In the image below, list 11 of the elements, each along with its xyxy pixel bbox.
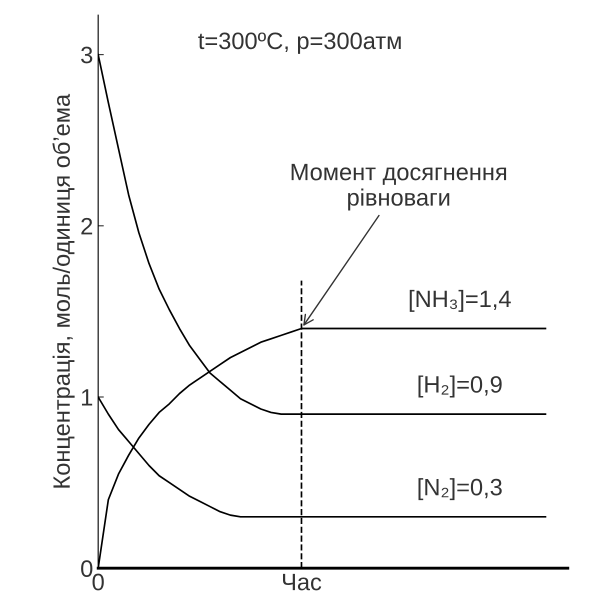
y-tick-label: 0 [81,560,92,577]
annotation: Момент досягнення рівноваги [292,164,506,210]
text: t=300ºC, p=300атм [198,32,401,54]
annotation: [NH₃]=1,4 [410,290,511,312]
y-tick-label: 3 [81,46,92,64]
y-axis-title: Концентрація, моль/одиниця об’ема [52,94,75,488]
y-tick-label: 1 [82,389,92,406]
annotation: [H₂]=0,9 [418,375,502,398]
y-tick-label: 2 [81,218,92,234]
x-tick-label: Час [282,574,322,590]
annotation: [N₂]=0,3 [418,478,502,500]
